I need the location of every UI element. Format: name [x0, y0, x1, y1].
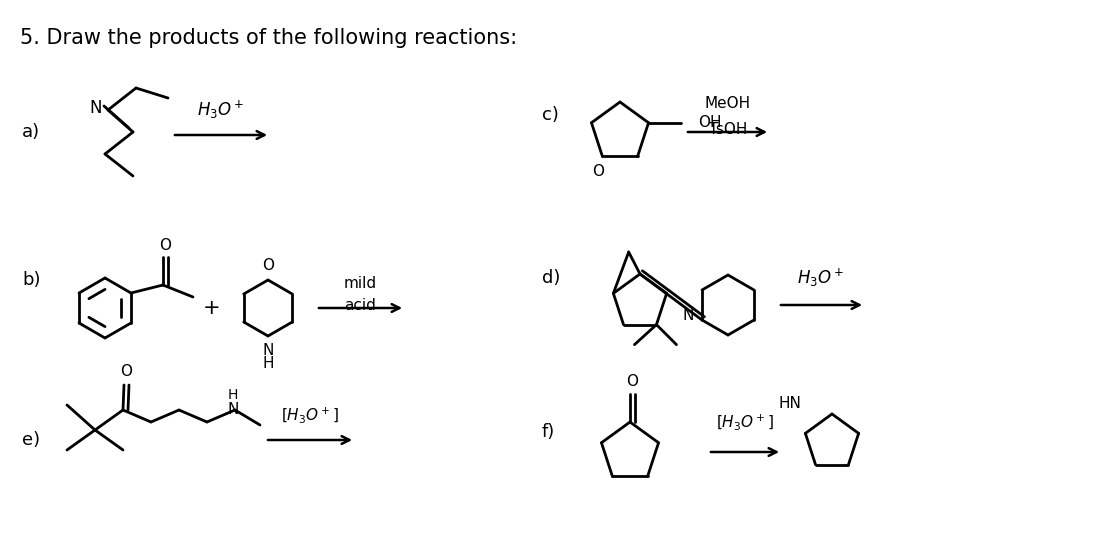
Text: H: H	[227, 388, 238, 402]
Text: O: O	[262, 258, 274, 273]
Text: a): a)	[22, 123, 41, 141]
Text: TsOH: TsOH	[709, 123, 747, 138]
Text: OH: OH	[698, 116, 722, 130]
Text: 5. Draw the products of the following reactions:: 5. Draw the products of the following re…	[20, 28, 517, 48]
Text: HN: HN	[778, 397, 802, 411]
Text: O: O	[626, 373, 638, 388]
Text: mild: mild	[344, 277, 377, 292]
Text: +: +	[203, 298, 221, 318]
Text: $H_3O^+$: $H_3O^+$	[797, 267, 844, 289]
Text: $[H_3O^+]$: $[H_3O^+]$	[281, 405, 339, 425]
Text: N: N	[90, 99, 102, 117]
Text: O: O	[120, 365, 132, 380]
Text: MeOH: MeOH	[705, 96, 751, 112]
Text: acid: acid	[344, 298, 376, 312]
Text: N: N	[683, 309, 694, 323]
Text: H: H	[262, 356, 273, 371]
Text: O: O	[592, 164, 604, 179]
Text: O: O	[159, 238, 171, 252]
Text: b): b)	[22, 271, 41, 289]
Text: e): e)	[22, 431, 41, 449]
Text: c): c)	[542, 106, 559, 124]
Text: f): f)	[542, 423, 556, 441]
Text: N: N	[262, 343, 273, 358]
Text: $[H_3O^+]$: $[H_3O^+]$	[716, 412, 774, 432]
Text: N: N	[227, 402, 238, 416]
Text: $H_3O^+$: $H_3O^+$	[198, 99, 245, 121]
Text: d): d)	[542, 269, 560, 287]
